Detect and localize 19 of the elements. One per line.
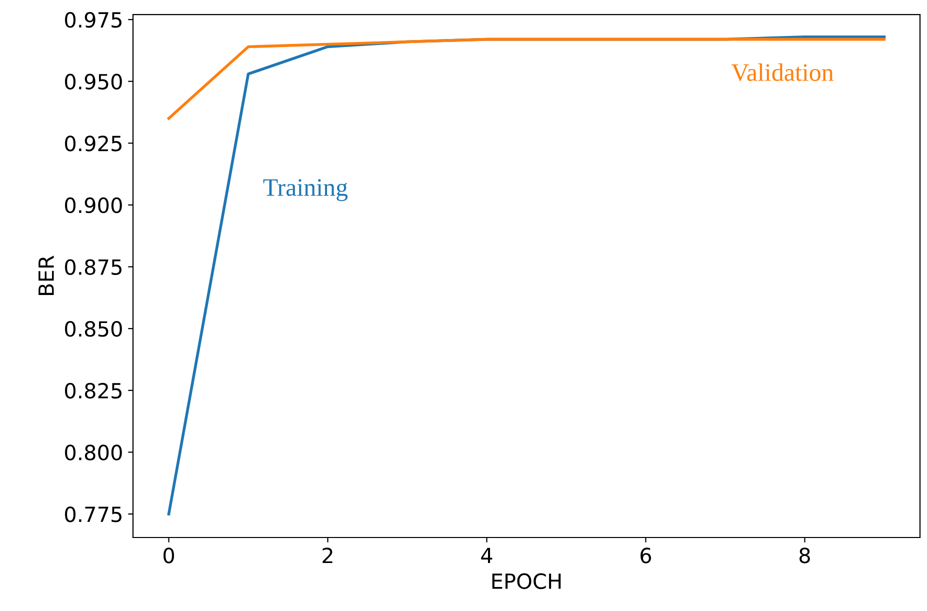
y-tick-label: 0.900 — [65, 197, 122, 214]
series-label: Training — [263, 179, 348, 202]
x-tick-label: 0 — [164, 548, 174, 564]
y-tick-label: 0.850 — [65, 321, 122, 337]
x-tick-label: 4 — [481, 548, 492, 564]
x-axis-title: EPOCH — [492, 573, 561, 590]
y-axis-title: BER — [38, 256, 54, 295]
y-tick-label: 0.925 — [65, 136, 122, 152]
x-tick-label: 2 — [322, 548, 332, 564]
y-tick-label: 0.825 — [65, 382, 122, 399]
y-tick-label: 0.975 — [65, 12, 122, 28]
y-tick-label: 0.800 — [65, 444, 122, 460]
line-series — [167, 38, 886, 120]
y-tick-label: 0.875 — [65, 259, 122, 275]
x-tick-label: 6 — [640, 548, 652, 564]
y-tick-label: 0.950 — [65, 74, 122, 90]
y-tick-label: 0.775 — [65, 506, 122, 522]
series-label: Validation — [731, 63, 834, 82]
x-tick-label: 8 — [800, 548, 810, 564]
